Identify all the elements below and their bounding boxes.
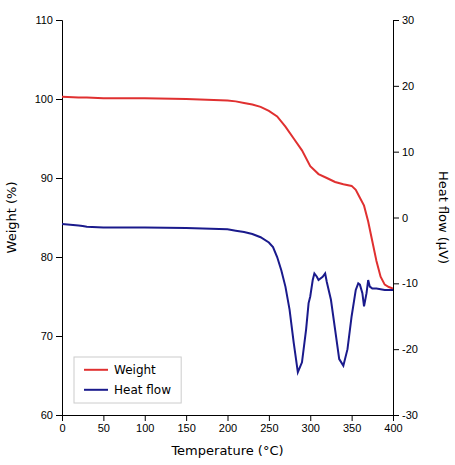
x-axis-title: Temperature (°C) — [170, 443, 283, 458]
tick-mark — [145, 415, 146, 421]
tick-label: 150 — [177, 422, 195, 434]
tick-mark — [352, 415, 353, 421]
tick: 300 — [302, 415, 320, 434]
chart: 05010015020025030035040060708090100110-3… — [0, 0, 455, 465]
legend-item: Weight — [84, 363, 156, 377]
tick: 250 — [260, 415, 278, 434]
tick-label: 90 — [41, 172, 53, 184]
tick-label: 100 — [35, 93, 53, 105]
tick: 110 — [35, 14, 62, 26]
tick-mark — [56, 336, 62, 337]
tick-mark — [186, 415, 187, 421]
tick-label: 30 — [402, 14, 414, 26]
tick-label: 110 — [35, 14, 53, 26]
tick-label: 200 — [219, 422, 237, 434]
tick-label: 250 — [260, 422, 278, 434]
tick-mark — [269, 415, 270, 421]
tick-mark — [56, 178, 62, 179]
y2-axis-title: Heat flow (μV) — [436, 171, 451, 264]
tick-mark — [393, 152, 399, 153]
tick: 100 — [136, 415, 154, 434]
legend-label: Heat flow — [114, 383, 171, 397]
legend-swatch — [84, 369, 108, 371]
tick: 50 — [98, 415, 110, 434]
tick: -30 — [393, 409, 418, 421]
tick-label: 400 — [384, 422, 402, 434]
tick-label: 20 — [402, 80, 414, 92]
tick: 400 — [384, 415, 402, 434]
tick: 30 — [393, 14, 414, 26]
x-axis-line — [63, 416, 394, 422]
tick-label: 350 — [343, 422, 361, 434]
legend-box — [74, 357, 181, 403]
tick-mark — [393, 20, 399, 21]
tick-label: 80 — [41, 251, 53, 263]
tick-mark — [393, 349, 399, 350]
y2-axis-line — [394, 21, 400, 416]
y-axis: 60 70 80 90 100 110 — [35, 14, 63, 421]
tick: 0 — [59, 415, 65, 434]
tick: 150 — [177, 415, 195, 434]
x-axis: 0 50 100 150 200 250 300 350 400 — [59, 415, 402, 434]
tick-mark — [56, 415, 62, 416]
tick: 100 — [35, 93, 62, 105]
plot: 05010015020025030035040060708090100110-3… — [35, 14, 418, 434]
tick-label: 0 — [59, 422, 65, 434]
tick: 200 — [219, 415, 237, 434]
tick-label: 0 — [402, 212, 408, 224]
tick: 350 — [343, 415, 361, 434]
tick-mark — [56, 20, 62, 21]
tick-label: 50 — [98, 422, 110, 434]
tick: -20 — [393, 343, 418, 355]
y-axis-line — [56, 21, 63, 416]
tick: 70 — [41, 330, 62, 342]
lines — [62, 97, 393, 373]
tick-label: 10 — [402, 146, 414, 158]
tick-label: 100 — [136, 422, 154, 434]
legend-swatch — [84, 389, 108, 391]
tick-label: 300 — [302, 422, 320, 434]
tick: 0 — [393, 212, 408, 224]
tick-label: -10 — [402, 277, 418, 289]
tick-mark — [56, 99, 62, 100]
tick-mark — [393, 415, 399, 416]
tick: 60 — [41, 409, 62, 421]
tick-label: 70 — [41, 330, 53, 342]
series-line — [62, 97, 393, 289]
tick: 20 — [393, 80, 414, 92]
tick-mark — [56, 257, 62, 258]
tick: 10 — [393, 146, 414, 158]
tick-mark — [393, 283, 399, 284]
tick-mark — [393, 86, 399, 87]
tick-mark — [228, 415, 229, 421]
y2-axis: -30 -20 -10 0 10 20 30 — [393, 14, 418, 421]
legend-item: Heat flow — [84, 383, 171, 397]
tick: -10 — [393, 277, 418, 289]
tick-mark — [103, 415, 104, 421]
tick: 80 — [41, 251, 62, 263]
tick: 90 — [41, 172, 62, 184]
y-axis-title: Weight (%) — [4, 182, 19, 254]
tick-label: -30 — [402, 409, 418, 421]
tick-label: 60 — [41, 409, 53, 421]
tick-mark — [310, 415, 311, 421]
tick-mark — [393, 218, 399, 219]
tick-label: -20 — [402, 343, 418, 355]
legend-label: Weight — [114, 363, 156, 377]
series-line — [62, 224, 393, 372]
legend: Weight Heat flow — [74, 357, 181, 403]
